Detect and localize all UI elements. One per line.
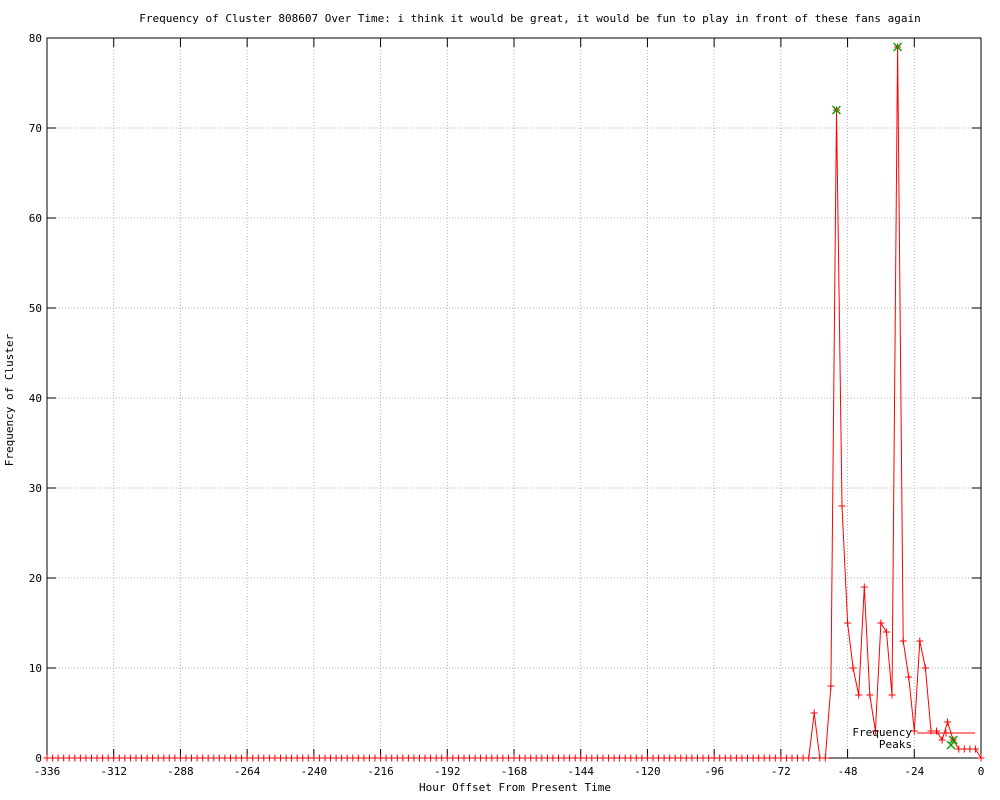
x-tick-label: -216	[367, 765, 394, 778]
chart-title: Frequency of Cluster 808607 Over Time: i…	[139, 12, 920, 25]
y-axis-label: Frequency of Cluster	[3, 333, 16, 466]
legend-samples	[917, 729, 975, 750]
x-tick-label: -336	[34, 765, 61, 778]
x-tick-label: -24	[904, 765, 924, 778]
legend-label-frequency: Frequency	[852, 726, 912, 739]
x-tick-label: -96	[704, 765, 724, 778]
x-tick-label: -264	[234, 765, 261, 778]
frequency-line	[47, 46, 982, 759]
y-tick-label: 0	[35, 752, 42, 765]
y-tick-label: 40	[29, 392, 42, 405]
y-tick-label: 50	[29, 302, 42, 315]
x-axis-label: Hour Offset From Present Time	[419, 781, 611, 794]
grid-lines	[47, 38, 981, 758]
y-tick-label: 20	[29, 572, 42, 585]
legend-frequency-sample-marker	[942, 729, 950, 737]
x-tick-label: 0	[978, 765, 985, 778]
y-tick-label: 60	[29, 212, 42, 225]
x-tick-label: -240	[301, 765, 328, 778]
y-tick-label: 10	[29, 662, 42, 675]
x-tick-label: -72	[771, 765, 791, 778]
x-tick-label: -168	[501, 765, 528, 778]
peak-markers	[831, 42, 958, 745]
tick-labels: -336 -312 -288 -264 -240 -216 -192 -168 -144 -120…	[29, 32, 985, 778]
x-tick-label: -312	[100, 765, 127, 778]
peak-x-markers	[831, 42, 958, 745]
legend-label-peaks: Peaks	[879, 738, 912, 751]
x-tick-label: -48	[838, 765, 858, 778]
frequency-series	[43, 43, 985, 762]
x-tick-label: -120	[634, 765, 661, 778]
y-tick-label: 30	[29, 482, 42, 495]
x-tick-label: -288	[167, 765, 194, 778]
y-tick-label: 70	[29, 122, 42, 135]
legend: Frequency Peaks	[852, 726, 975, 751]
frequency-point-markers	[43, 43, 985, 762]
y-tick-label: 80	[29, 32, 42, 45]
x-tick-label: -192	[434, 765, 461, 778]
legend-peaks-sample-marker	[946, 740, 956, 750]
x-tick-label: -144	[567, 765, 594, 778]
